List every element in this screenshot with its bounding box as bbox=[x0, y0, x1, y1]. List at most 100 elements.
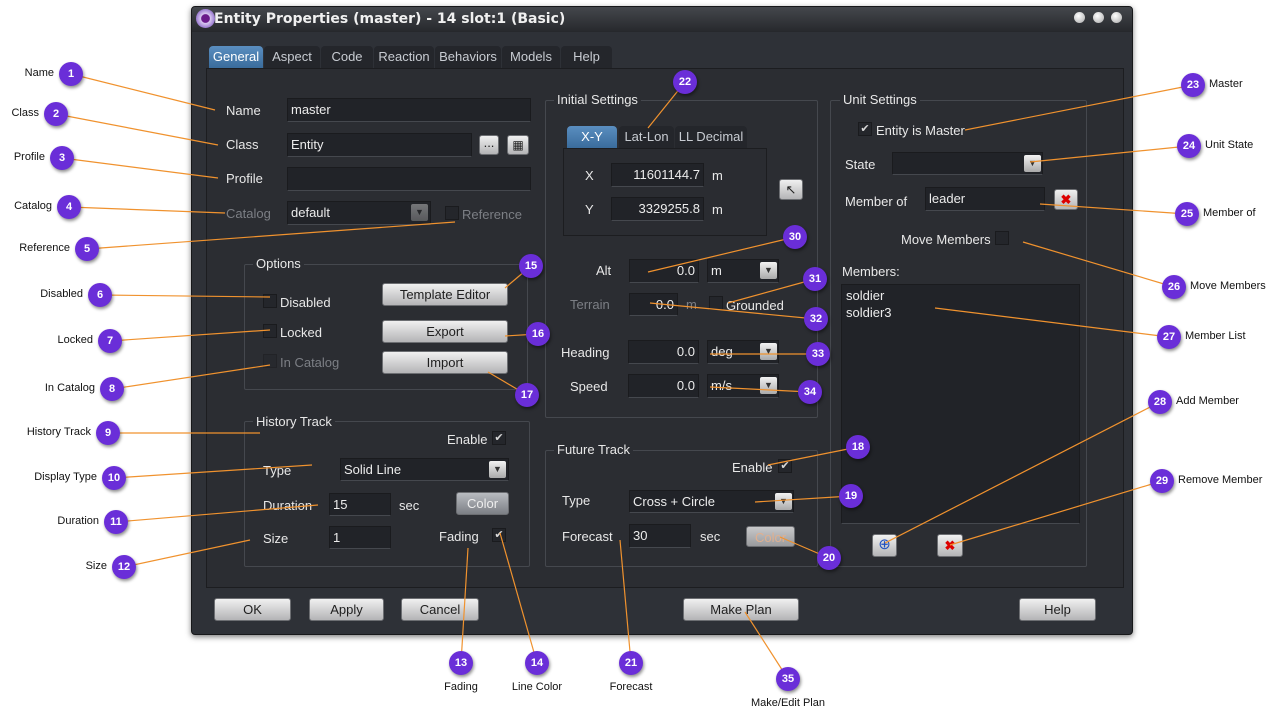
initial-settings-title: Initial Settings bbox=[554, 92, 641, 107]
ok-button[interactable]: OK bbox=[214, 598, 291, 621]
apply-button[interactable]: Apply bbox=[309, 598, 384, 621]
callout-line bbox=[123, 539, 251, 568]
forecast-input[interactable]: 30 bbox=[629, 524, 691, 548]
size-input[interactable]: 1 bbox=[329, 526, 391, 549]
callout-line bbox=[99, 294, 271, 298]
minimize-button[interactable] bbox=[1074, 12, 1085, 23]
plus-circle-icon: ⊕ bbox=[878, 536, 891, 553]
subtab-ll-decimal[interactable]: LL Decimal bbox=[675, 126, 747, 148]
callout-line bbox=[1029, 145, 1190, 163]
state-select[interactable] bbox=[892, 152, 1043, 175]
import-button[interactable]: Import bbox=[382, 351, 508, 374]
callout-line bbox=[111, 364, 271, 390]
callout-badge: 30 bbox=[783, 225, 807, 249]
future-type-label: Type bbox=[562, 493, 591, 508]
size-label: Size bbox=[263, 531, 289, 546]
tab-help[interactable]: Help bbox=[561, 46, 612, 68]
clear-member-of-button[interactable]: ✖ bbox=[1054, 189, 1078, 210]
forecast-label: Forecast bbox=[562, 529, 613, 544]
subtab-xy[interactable]: X-Y bbox=[567, 126, 617, 148]
subtab-lat-lon[interactable]: Lat-Lon bbox=[619, 126, 674, 148]
callout-badge: 7 bbox=[98, 329, 122, 353]
in-catalog-label: In Catalog bbox=[280, 355, 340, 370]
callout-badge: 13 bbox=[449, 651, 473, 675]
heading-input[interactable]: 0.0 bbox=[628, 340, 699, 364]
list-item[interactable]: soldier3 bbox=[846, 305, 892, 320]
name-input[interactable]: master bbox=[287, 98, 531, 122]
callout-badge: 4 bbox=[57, 195, 81, 219]
callout-label: Remove Member bbox=[1178, 474, 1263, 486]
history-enable-checkbox[interactable]: ✔ bbox=[492, 431, 506, 445]
make-plan-button[interactable]: Make Plan bbox=[683, 598, 799, 621]
class-edit-button[interactable]: ▦ bbox=[507, 135, 529, 155]
callout-badge: 14 bbox=[525, 651, 549, 675]
duration-label: Duration bbox=[263, 498, 313, 513]
callout-badge: 16 bbox=[526, 322, 550, 346]
callout-badge: 34 bbox=[798, 380, 822, 404]
heading-label: Heading bbox=[561, 345, 610, 360]
chevron-down-icon: ▼ bbox=[760, 343, 777, 360]
move-members-checkbox[interactable] bbox=[995, 231, 1009, 245]
tab-aspect[interactable]: Aspect bbox=[264, 46, 320, 68]
x-input[interactable]: 11601144.7 bbox=[611, 163, 704, 187]
callout-label: Catalog bbox=[14, 200, 52, 212]
unit-settings-title: Unit Settings bbox=[840, 92, 920, 107]
class-input[interactable]: Entity bbox=[287, 133, 472, 157]
history-type-select[interactable]: Solid Line bbox=[340, 458, 509, 481]
chevron-down-icon: ▼ bbox=[411, 204, 428, 221]
future-track-title: Future Track bbox=[554, 442, 633, 457]
title-bar[interactable] bbox=[192, 7, 1132, 32]
pick-location-button[interactable]: ↖ bbox=[779, 179, 803, 200]
callout-line bbox=[109, 329, 271, 342]
member-list[interactable]: soldier soldier3 bbox=[841, 284, 1080, 524]
template-editor-button[interactable]: Template Editor bbox=[382, 283, 508, 306]
member-of-input[interactable]: leader bbox=[925, 187, 1045, 211]
callout-badge: 22 bbox=[673, 70, 697, 94]
callout-badge: 28 bbox=[1148, 390, 1172, 414]
in-catalog-checkbox[interactable] bbox=[263, 354, 277, 368]
callout-label: Duration bbox=[57, 515, 99, 527]
reference-checkbox[interactable] bbox=[445, 206, 459, 220]
callout-badge: 31 bbox=[803, 267, 827, 291]
y-input[interactable]: 3329255.8 bbox=[611, 197, 704, 221]
callout-badge: 2 bbox=[44, 102, 68, 126]
fading-checkbox[interactable]: ✔ bbox=[492, 528, 506, 542]
tab-code[interactable]: Code bbox=[321, 46, 373, 68]
export-button[interactable]: Export bbox=[382, 320, 508, 343]
tab-behaviors[interactable]: Behaviors bbox=[435, 46, 501, 68]
list-item[interactable]: soldier bbox=[846, 288, 885, 303]
callout-badge: 29 bbox=[1150, 469, 1174, 493]
tab-reaction[interactable]: Reaction bbox=[374, 46, 434, 68]
alt-input[interactable]: 0.0 bbox=[629, 259, 699, 283]
maximize-button[interactable] bbox=[1093, 12, 1104, 23]
history-enable-label: Enable bbox=[447, 432, 488, 447]
callout-label: Locked bbox=[57, 334, 93, 346]
fading-label: Fading bbox=[439, 529, 479, 544]
future-enable-label: Enable bbox=[732, 460, 773, 475]
line-color-button[interactable]: Color bbox=[456, 492, 509, 515]
callout-badge: 10 bbox=[102, 466, 126, 490]
tab-models[interactable]: Models bbox=[502, 46, 560, 68]
entity-is-master-checkbox[interactable]: ✔ bbox=[858, 122, 872, 136]
profile-input[interactable] bbox=[287, 167, 531, 191]
speed-input[interactable]: 0.0 bbox=[628, 374, 699, 398]
catalog-select[interactable]: default bbox=[287, 201, 431, 225]
alt-unit-select[interactable]: m bbox=[707, 259, 779, 283]
close-button[interactable] bbox=[1111, 12, 1122, 23]
tab-general[interactable]: General bbox=[209, 46, 263, 68]
help-button[interactable]: Help bbox=[1019, 598, 1096, 621]
duration-input[interactable]: 15 bbox=[329, 493, 391, 516]
callout-line bbox=[1039, 203, 1188, 215]
callout-line bbox=[68, 206, 226, 214]
class-browse-button[interactable]: ... bbox=[479, 135, 499, 155]
callout-label: Disabled bbox=[40, 288, 83, 300]
remove-member-button[interactable]: ✖ bbox=[937, 534, 963, 557]
callout-line bbox=[113, 464, 313, 479]
future-type-select[interactable]: Cross + Circle bbox=[629, 490, 794, 513]
future-color-button[interactable]: Color bbox=[746, 526, 795, 547]
entity-is-master-label: Entity is Master bbox=[876, 123, 965, 138]
callout-badge: 25 bbox=[1175, 202, 1199, 226]
cancel-button[interactable]: Cancel bbox=[401, 598, 479, 621]
callout-label: Line Color bbox=[511, 681, 563, 693]
